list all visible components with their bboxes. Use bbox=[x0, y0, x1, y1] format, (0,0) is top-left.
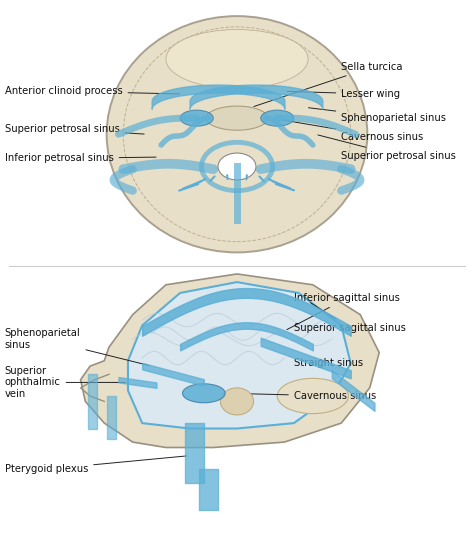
Ellipse shape bbox=[180, 110, 213, 126]
Ellipse shape bbox=[166, 30, 308, 89]
Ellipse shape bbox=[277, 379, 348, 413]
Text: Superior sagittal sinus: Superior sagittal sinus bbox=[294, 302, 406, 333]
Polygon shape bbox=[81, 274, 379, 447]
Text: Anterior clinoid process: Anterior clinoid process bbox=[5, 86, 180, 96]
Ellipse shape bbox=[218, 153, 256, 180]
Text: Cavernous sinus: Cavernous sinus bbox=[283, 120, 424, 142]
Ellipse shape bbox=[220, 388, 254, 415]
Text: Sella turcica: Sella turcica bbox=[254, 62, 403, 106]
Ellipse shape bbox=[182, 384, 225, 403]
Text: Sphenoparietal sinus: Sphenoparietal sinus bbox=[309, 108, 447, 123]
Ellipse shape bbox=[107, 16, 367, 252]
Text: Superior petrosal sinus: Superior petrosal sinus bbox=[318, 135, 456, 161]
Text: Lesser wing: Lesser wing bbox=[287, 89, 401, 99]
Text: Superior
ophthalmic
vein: Superior ophthalmic vein bbox=[5, 366, 125, 399]
Text: Pterygoid plexus: Pterygoid plexus bbox=[5, 456, 187, 474]
Text: Inferior sagittal sinus: Inferior sagittal sinus bbox=[287, 293, 400, 330]
Ellipse shape bbox=[206, 106, 268, 130]
Text: Straight sinus: Straight sinus bbox=[294, 358, 363, 368]
Polygon shape bbox=[128, 282, 351, 429]
Ellipse shape bbox=[123, 27, 351, 242]
Text: Cavernous sinus: Cavernous sinus bbox=[230, 391, 376, 401]
Text: Superior petrosal sinus: Superior petrosal sinus bbox=[5, 124, 144, 134]
Text: Inferior petrosal sinus: Inferior petrosal sinus bbox=[5, 154, 156, 163]
Ellipse shape bbox=[261, 110, 294, 126]
Text: Sphenoparietal
sinus: Sphenoparietal sinus bbox=[5, 328, 149, 366]
